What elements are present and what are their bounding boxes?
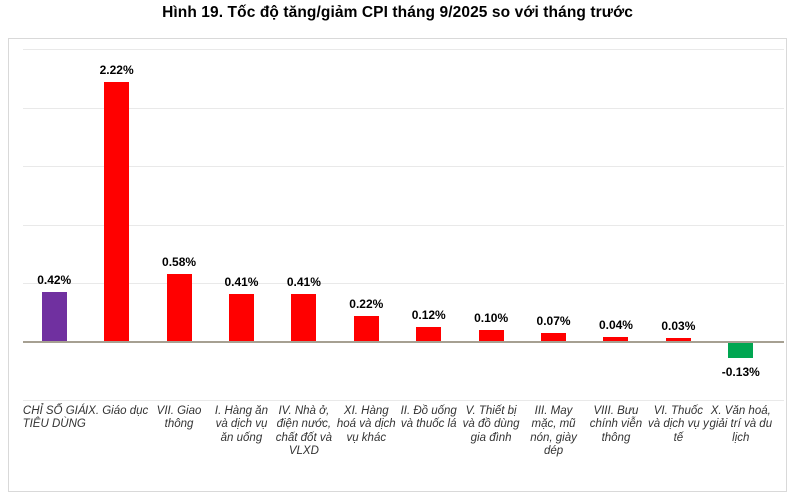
gridline: [23, 400, 784, 401]
bar-1: [41, 292, 67, 342]
category-label: IV. Nhà ở, điện nước, chất đốt và VLXD: [275, 405, 332, 458]
bar-value-label: 0.22%: [349, 296, 384, 311]
bar-3: [166, 273, 192, 342]
bar-value-label: 0.42%: [37, 273, 72, 288]
category-label: VI. Thuốc và dịch vụ y tế: [648, 405, 709, 444]
category-label: X. Văn hoá, giải trí và du lịch: [709, 405, 773, 444]
bar-value-label: 0.07%: [536, 314, 571, 329]
bar-value-label: 0.41%: [286, 274, 321, 289]
bar-value-label: 0.58%: [162, 254, 197, 269]
bar-value-label: 2.22%: [99, 62, 134, 77]
bar-2: [104, 81, 130, 342]
bar-value-label: 0.03%: [661, 318, 696, 333]
zero-axis-line: [23, 340, 784, 343]
plot-area: 0.42% 2.22% 0.58% 0.41% 0.41% 0.22% 0.12% 0.10%…: [9, 49, 786, 401]
gridline: [23, 49, 784, 50]
chart-frame: 0.42% 2.22% 0.58% 0.41% 0.41% 0.22% 0.12% 0.10%…: [8, 38, 787, 492]
category-label: I. Hàng ăn và dịch vụ ăn uống: [214, 405, 268, 444]
category-label: II. Đồ uống và thuốc lá: [400, 405, 457, 431]
bar-value-label: 0.04%: [598, 317, 633, 332]
bar-value-label: 0.10%: [474, 310, 509, 325]
bar-8: [478, 329, 504, 342]
bar-12: [728, 342, 754, 358]
bar-10: [603, 336, 629, 342]
bar-4: [228, 293, 254, 342]
category-label: CHỈ SỐ GIÁ TIÊU DÙNG: [22, 405, 86, 431]
chart-title: Hình 19. Tốc độ tăng/giảm CPI tháng 9/20…: [162, 4, 633, 21]
category-label: V. Thiết bị và đồ dùng gia đình: [462, 405, 520, 444]
bar-11: [665, 337, 691, 342]
bar-value-label: 0.12%: [411, 308, 446, 323]
category-label: VIII. Bưu chính viễn thông: [589, 405, 643, 444]
bar-7: [416, 327, 442, 342]
bar-value-label: 0.41%: [224, 274, 259, 289]
bar-value-label: -0.13%: [721, 364, 760, 379]
category-label: VII. Giao thông: [156, 405, 202, 431]
category-label: IX. Giáo dục: [84, 405, 149, 417]
bar-9: [541, 333, 567, 342]
gridline: [23, 224, 784, 226]
category-axis: CHỈ SỐ GIÁ TIÊU DÙNG IX. Giáo dục VII. Gia…: [9, 405, 786, 489]
category-label: XI. Hàng hoá và dịch vụ khác: [336, 405, 396, 444]
category-label: III. May mặc, mũ nón, giày dép: [530, 405, 577, 458]
gridline: [23, 107, 784, 109]
gridline: [23, 166, 784, 167]
bar-5: [291, 293, 317, 342]
gridline: [23, 283, 784, 284]
bar-6: [353, 315, 379, 342]
